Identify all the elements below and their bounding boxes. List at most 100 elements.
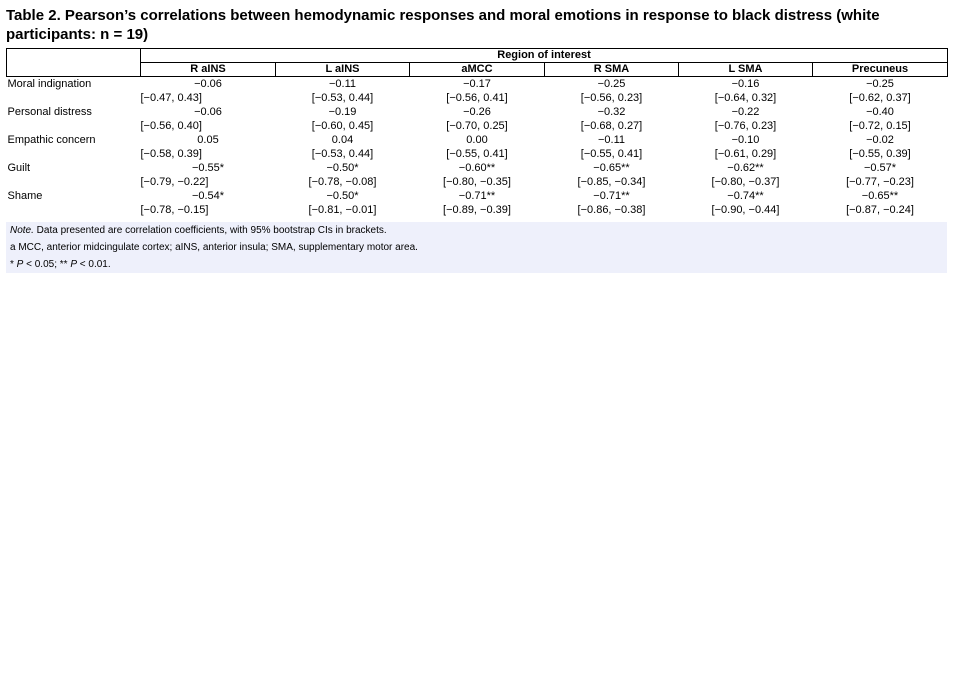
- correlation-value: −0.50*: [326, 162, 359, 174]
- correlation-value: −0.40: [866, 106, 894, 118]
- significance-line: * P < 0.05; ** P < 0.01.: [6, 256, 947, 273]
- row-label-spacer: [7, 119, 141, 133]
- column-header: Precuneus: [811, 62, 949, 77]
- note-text: Data presented are correlation coefficie…: [33, 225, 387, 236]
- row-label-spacer: [7, 91, 141, 105]
- confidence-interval: [−0.68, 0.27]: [580, 120, 643, 132]
- confidence-interval: [−0.76, 0.23]: [714, 120, 777, 132]
- table-title: Table 2. Pearson’s correlations between …: [6, 7, 880, 43]
- confidence-interval: [−0.77, −0.23]: [846, 176, 914, 188]
- sig-rest-b: < 0.01.: [77, 259, 111, 270]
- correlation-value: −0.65**: [593, 162, 630, 174]
- confidence-interval: [−0.58, 0.39]: [140, 148, 202, 160]
- column-header: aMCC: [409, 62, 545, 77]
- confidence-interval: [−0.56, 0.23]: [580, 92, 643, 104]
- confidence-interval: [−0.70, 0.25]: [446, 120, 508, 132]
- row-label: Guilt: [7, 162, 31, 174]
- table-row-ci: [−0.79, −0.22] [−0.78, −0.08] [−0.80, −0.3…: [7, 175, 948, 189]
- correlation-value: −0.60**: [458, 162, 496, 174]
- confidence-interval: [−0.47, 0.43]: [140, 92, 202, 104]
- confidence-interval: [−0.72, 0.15]: [849, 120, 911, 132]
- table-body: Moral indignation −0.06 −0.11 −0.17 −0.25 −0.…: [7, 77, 948, 218]
- row-label: Empathic concern: [7, 134, 96, 146]
- correlation-value: −0.71**: [458, 190, 496, 202]
- sig-star: *: [10, 259, 17, 270]
- correlation-value: 0.04: [331, 134, 354, 146]
- confidence-interval: [−0.80, −0.37]: [711, 176, 780, 188]
- correlation-value: −0.55*: [191, 162, 225, 174]
- correlation-table: Region of interest R aINS L aINS aMCC R …: [6, 48, 949, 218]
- confidence-interval: [−0.79, −0.22]: [140, 176, 209, 188]
- confidence-interval: [−0.53, 0.44]: [311, 92, 374, 104]
- confidence-interval: [−0.55, 0.41]: [580, 148, 643, 160]
- table-row: Shame −0.54* −0.50* −0.71** −0.71** −0.74** −0…: [7, 189, 948, 203]
- correlation-value: −0.02: [866, 134, 894, 146]
- table-row: Personal distress −0.06 −0.19 −0.26 −0.32 −0.…: [7, 105, 948, 119]
- correlation-value: −0.25: [866, 78, 894, 90]
- sig-p-b: P: [70, 259, 77, 270]
- confidence-interval: [−0.62, 0.37]: [849, 92, 911, 104]
- correlation-value: −0.11: [328, 78, 357, 90]
- correlation-value: −0.19: [328, 106, 357, 118]
- confidence-interval: [−0.56, 0.40]: [140, 120, 202, 132]
- confidence-interval: [−0.87, −0.24]: [846, 204, 914, 216]
- region-of-interest-header: Region of interest: [139, 48, 949, 63]
- correlation-value: −0.57*: [863, 162, 897, 174]
- row-label-spacer: [7, 203, 141, 217]
- row-label: Moral indignation: [7, 78, 92, 90]
- header-row-spanner: Region of interest: [6, 48, 949, 77]
- row-label: Personal distress: [7, 106, 92, 118]
- correlation-value: −0.22: [731, 106, 760, 118]
- row-label-spacer: [7, 147, 141, 161]
- row-label-spacer: [7, 175, 141, 189]
- correlation-value: −0.06: [194, 78, 222, 90]
- correlation-value: −0.25: [597, 78, 626, 90]
- confidence-interval: [−0.61, 0.29]: [714, 148, 777, 160]
- column-header: L SMA: [678, 62, 813, 77]
- correlation-value: −0.62**: [727, 162, 764, 174]
- correlation-value: −0.26: [463, 106, 491, 118]
- correlation-value: −0.11: [597, 134, 626, 146]
- confidence-interval: [−0.56, 0.41]: [446, 92, 508, 104]
- table-notes: Note. Data presented are correlation coe…: [6, 222, 947, 273]
- correlation-value: −0.54*: [191, 190, 225, 202]
- table-row: Empathic concern 0.05 0.04 0.00 −0.11 −0.10 −0…: [7, 133, 948, 147]
- confidence-interval: [−0.90, −0.44]: [711, 204, 780, 216]
- correlation-value: −0.32: [597, 106, 626, 118]
- correlation-value: −0.71**: [593, 190, 630, 202]
- column-header: L aINS: [275, 62, 410, 77]
- column-header: R SMA: [544, 62, 679, 77]
- confidence-interval: [−0.60, 0.45]: [311, 120, 374, 132]
- correlation-value: −0.50*: [326, 190, 359, 202]
- sig-rest-a: < 0.05; **: [23, 259, 71, 270]
- confidence-interval: [−0.81, −0.01]: [308, 204, 377, 216]
- confidence-interval: [−0.64, 0.32]: [714, 92, 777, 104]
- correlation-value: 0.05: [197, 134, 219, 146]
- confidence-interval: [−0.53, 0.44]: [311, 148, 374, 160]
- stub-header: [6, 48, 141, 77]
- confidence-interval: [−0.55, 0.39]: [849, 148, 911, 160]
- confidence-interval: [−0.86, −0.38]: [577, 204, 646, 216]
- confidence-interval: [−0.78, −0.15]: [140, 204, 209, 216]
- table-row-ci: [−0.56, 0.40] [−0.60, 0.45] [−0.70, 0.25] […: [7, 119, 948, 133]
- header-row-columns: R aINS L aINS aMCC R SMA L SMA Precuneus: [7, 62, 949, 77]
- correlation-value: −0.17: [463, 78, 491, 90]
- table-row-ci: [−0.78, −0.15] [−0.81, −0.01] [−0.89, −0.3…: [7, 203, 948, 217]
- sig-p-a: P: [16, 259, 24, 270]
- correlation-value: −0.06: [194, 106, 222, 118]
- correlation-value: −0.16: [731, 78, 760, 90]
- correlation-value: −0.65**: [861, 190, 899, 202]
- note-prefix: Note.: [10, 225, 34, 236]
- table-row: Moral indignation −0.06 −0.11 −0.17 −0.25 −0.…: [7, 77, 948, 92]
- table-row-ci: [−0.58, 0.39] [−0.53, 0.44] [−0.55, 0.41] […: [7, 147, 948, 161]
- correlation-value: 0.00: [466, 134, 488, 146]
- confidence-interval: [−0.78, −0.08]: [308, 176, 377, 188]
- confidence-interval: [−0.89, −0.39]: [443, 204, 511, 216]
- confidence-interval: [−0.80, −0.35]: [443, 176, 511, 188]
- abbreviation-line: a MCC, anterior midcingulate cortex; aIN…: [10, 242, 418, 253]
- column-header: R aINS: [140, 62, 276, 77]
- confidence-interval: [−0.85, −0.34]: [577, 176, 646, 188]
- confidence-interval: [−0.55, 0.41]: [446, 148, 508, 160]
- table-row: Guilt −0.55* −0.50* −0.60** −0.65** −0.62** −0…: [7, 161, 948, 175]
- note-line: Note. Data presented are correlation coe…: [6, 222, 947, 239]
